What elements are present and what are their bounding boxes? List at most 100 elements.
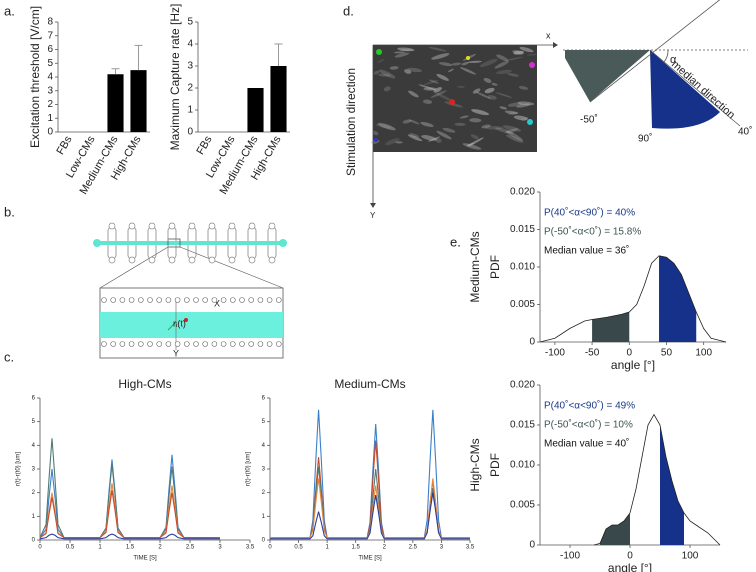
y-axis-label: PDF <box>488 255 502 279</box>
texture-streak <box>399 49 414 52</box>
axis-label: x <box>546 30 551 40</box>
y-tick-label: 0.020 <box>510 380 535 391</box>
x-tick-label: -100 <box>545 348 565 359</box>
texture-streak <box>423 87 437 91</box>
pillar <box>156 297 162 303</box>
annotation: Median value = 40˚ <box>544 438 629 450</box>
pillar <box>239 297 245 303</box>
x-tick-label: 50 <box>661 348 673 359</box>
texture-streak <box>377 73 391 77</box>
sector <box>565 50 650 102</box>
axis-label: Y <box>370 211 376 220</box>
texture-streak <box>439 62 453 67</box>
texture-streak <box>495 92 513 98</box>
texture-streak <box>435 138 442 143</box>
x-tick-label: 3.5 <box>246 545 255 551</box>
texture-streak <box>428 79 439 84</box>
texture-streak <box>433 87 442 93</box>
pillar <box>156 341 162 347</box>
texture-streak <box>394 52 410 58</box>
x-tick-label: -100 <box>560 551 580 562</box>
zoom-region <box>167 238 181 248</box>
pillar <box>211 297 218 303</box>
axis-label: Y <box>173 348 179 358</box>
inlet <box>93 239 101 247</box>
panel-label: d. <box>343 3 354 18</box>
direction-line <box>649 49 741 127</box>
pillar <box>119 297 126 303</box>
y-tick-label: 1 <box>187 105 193 116</box>
vector <box>167 321 177 331</box>
texture-streak <box>447 68 454 73</box>
texture-streak <box>423 80 439 86</box>
texture-streak <box>513 50 524 55</box>
pillar <box>138 297 144 303</box>
x-tick-label: 2 <box>383 545 387 551</box>
x-tick-label: -50 <box>585 348 600 359</box>
texture-streak <box>402 119 412 124</box>
pillar <box>174 341 181 347</box>
texture-streak <box>507 73 519 77</box>
texture-streak <box>451 62 462 66</box>
x-tick-label: 0.5 <box>66 545 75 551</box>
pillar <box>110 341 116 347</box>
series-line <box>39 533 220 540</box>
annotation: P(40˚<α<90˚) = 40% <box>544 207 635 219</box>
pillar <box>257 297 264 303</box>
y-axis-label: r(t)-r(t0) [um] <box>246 452 252 486</box>
y-tick-label: 5 <box>187 17 193 28</box>
texture-streak <box>436 130 452 140</box>
texture-streak <box>460 67 477 75</box>
pillar <box>248 297 254 303</box>
pillar <box>101 297 107 303</box>
microscope-image <box>373 45 537 152</box>
pad <box>188 256 196 264</box>
series-line <box>39 454 220 539</box>
y-tick-label: 4 <box>187 39 193 50</box>
pad <box>268 256 276 264</box>
x-tick-label: 3 <box>218 545 222 551</box>
y-axis-label: Maximum Capture rate [Hz] <box>168 4 182 151</box>
pillar <box>202 297 208 303</box>
y-tick-label: 0.020 <box>510 187 535 198</box>
x-tick-label: 0 <box>38 545 42 551</box>
y-tick-label: 4 <box>32 443 36 449</box>
pad <box>108 222 116 230</box>
texture-streak <box>475 91 491 99</box>
pillar <box>193 297 199 303</box>
texture-streak <box>422 99 433 104</box>
texture-streak <box>507 111 519 115</box>
chart-title: High-CMs <box>118 377 171 391</box>
texture-streak <box>467 60 483 63</box>
y-tick-label: 2 <box>47 99 53 110</box>
y-tick-label: 0.010 <box>510 262 535 273</box>
texture-streak <box>471 109 490 116</box>
pillar <box>257 341 264 347</box>
x-axis-label: TIME [S] <box>358 556 382 562</box>
texture-streak <box>395 141 403 144</box>
texture-streak <box>430 90 447 98</box>
y-tick-label: 0 <box>187 127 193 138</box>
side-label: Stimulation direction <box>344 68 358 176</box>
y-tick-label: 0.005 <box>510 299 535 310</box>
texture-streak <box>389 66 399 70</box>
cell-marker <box>376 49 382 55</box>
pad <box>128 222 136 230</box>
series-line <box>39 438 220 539</box>
texture-streak <box>409 133 420 138</box>
pillar <box>220 341 227 347</box>
y-tick-label: 0 <box>529 540 535 551</box>
pad <box>228 222 236 230</box>
texture-streak <box>378 69 396 79</box>
cell-marker <box>466 56 470 60</box>
pillar <box>110 297 116 303</box>
texture-streak <box>408 90 419 98</box>
y-tick-label: 6 <box>32 396 36 402</box>
texture-streak <box>495 127 514 134</box>
y-tick-label: 0 <box>47 127 53 138</box>
arrow <box>553 42 558 48</box>
pillar <box>165 341 172 347</box>
pillar <box>202 341 208 347</box>
x-tick-label: 0 <box>627 551 633 562</box>
texture-streak <box>487 95 497 100</box>
